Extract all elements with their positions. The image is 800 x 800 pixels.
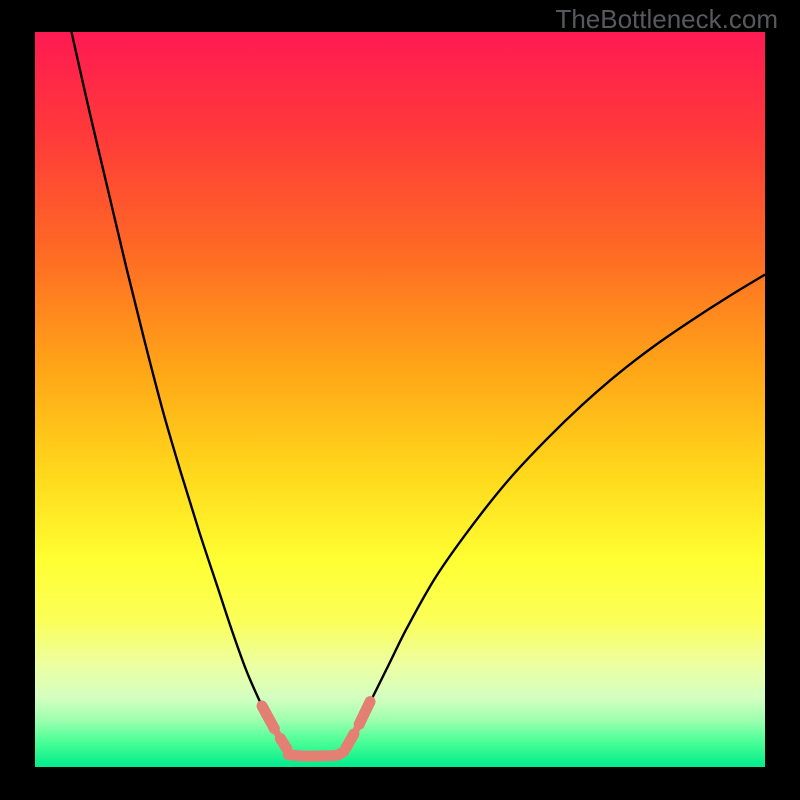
chart-canvas: TheBottleneck.com bbox=[0, 0, 800, 800]
worm-left-seg-1 bbox=[280, 738, 287, 748]
worm-left-dot bbox=[274, 730, 281, 737]
plot-area bbox=[35, 32, 765, 767]
flat-segment bbox=[288, 752, 343, 757]
worm-right-dot bbox=[353, 726, 360, 733]
worm-right-seg-0 bbox=[346, 734, 354, 748]
watermark-text: TheBottleneck.com bbox=[555, 4, 778, 35]
